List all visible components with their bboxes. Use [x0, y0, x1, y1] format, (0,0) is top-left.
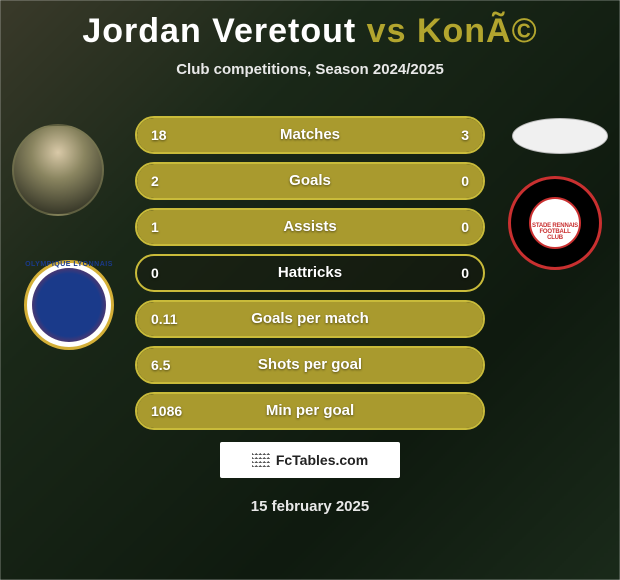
- stat-value-left: 0.11: [151, 302, 177, 336]
- stat-label: Goals: [137, 164, 483, 198]
- stat-label: Hattricks: [137, 256, 483, 290]
- player2-club-name: STADE RENNAIS FOOTBALL CLUB: [531, 223, 579, 241]
- footer-date: 15 february 2025: [0, 498, 620, 515]
- fctables-icon: [252, 451, 270, 469]
- stat-label: Goals per match: [137, 302, 483, 336]
- stat-value-left: 1: [151, 210, 159, 244]
- player1-avatar: [12, 124, 104, 216]
- stat-row: Matches18 3: [135, 116, 485, 154]
- footer-logo[interactable]: FcTables.com: [220, 442, 400, 478]
- player1-name: Jordan Veretout: [82, 12, 356, 50]
- stat-value-right: 3: [461, 118, 469, 152]
- stat-row: Goals2 0: [135, 162, 485, 200]
- vs-text: vs: [367, 12, 407, 50]
- player2-avatar: [512, 118, 608, 154]
- player1-club-badge: OLYMPIQUE LYONNAIS: [24, 260, 114, 350]
- stat-row: Goals per match0.11: [135, 300, 485, 338]
- player2-club-inner: STADE RENNAIS FOOTBALL CLUB: [529, 197, 581, 249]
- content-root: Jordan Veretout vs KonÃ© Club competitio…: [0, 0, 620, 580]
- stat-label: Assists: [137, 210, 483, 244]
- stat-value-left: 2: [151, 164, 159, 198]
- stat-value-left: 18: [151, 118, 167, 152]
- stat-value-right: 0: [461, 210, 469, 244]
- stat-label: Matches: [137, 118, 483, 152]
- stat-label: Shots per goal: [137, 348, 483, 382]
- subtitle: Club competitions, Season 2024/2025: [0, 61, 620, 78]
- stat-row: Min per goal1086: [135, 392, 485, 430]
- footer-logo-text: FcTables.com: [276, 452, 368, 468]
- player1-club-inner: [32, 268, 106, 342]
- stat-row: Shots per goal6.5: [135, 346, 485, 384]
- player1-club-name: OLYMPIQUE LYONNAIS: [25, 261, 113, 268]
- stat-value-left: 1086: [151, 394, 182, 428]
- stat-value-right: 0: [461, 256, 469, 290]
- stat-value-left: 0: [151, 256, 159, 290]
- stat-row: Assists1 0: [135, 208, 485, 246]
- player2-name: KonÃ©: [417, 12, 538, 50]
- stat-value-right: 0: [461, 164, 469, 198]
- stat-label: Min per goal: [137, 394, 483, 428]
- player2-club-badge: STADE RENNAIS FOOTBALL CLUB: [508, 176, 602, 270]
- stats-table: Matches183Goals20Assists10Hattricks00Goa…: [135, 116, 485, 438]
- stat-value-left: 6.5: [151, 348, 170, 382]
- stat-row: Hattricks0 0: [135, 254, 485, 292]
- page-title: Jordan Veretout vs KonÃ©: [0, 0, 620, 51]
